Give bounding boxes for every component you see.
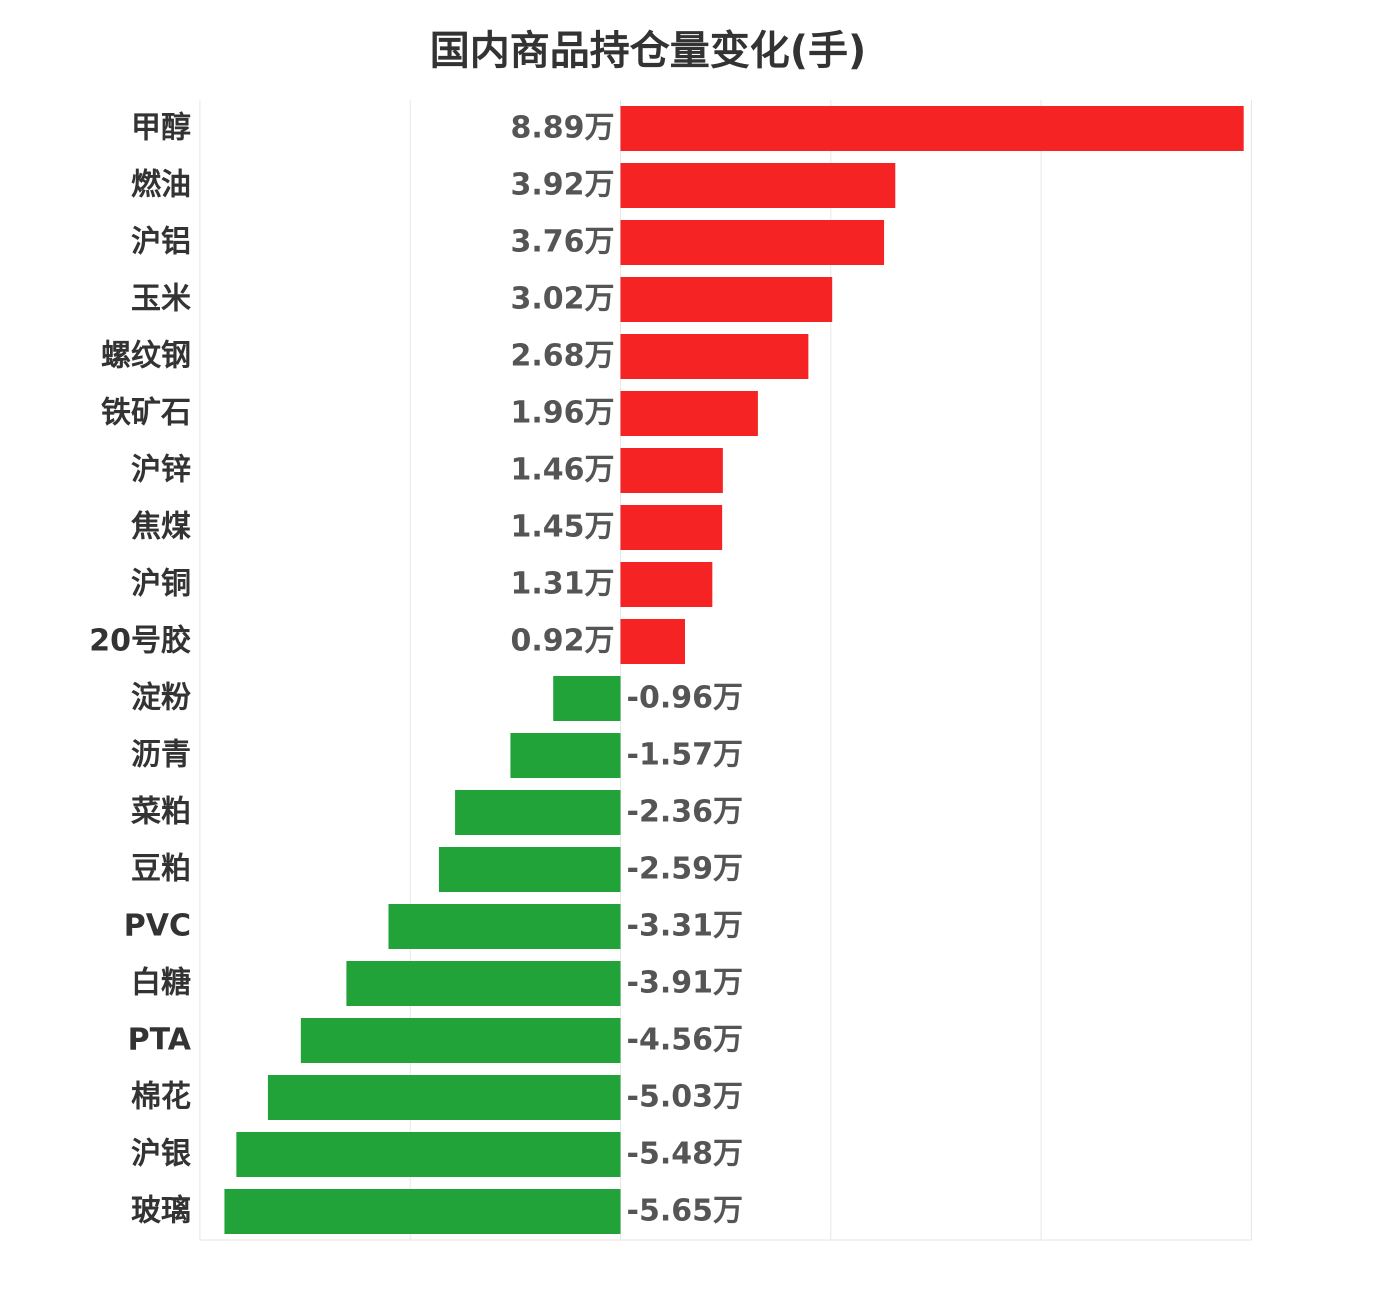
- value-label: -2.59万: [627, 852, 743, 887]
- value-label: -0.96万: [627, 681, 743, 716]
- category-label: 20号胶: [89, 624, 191, 659]
- bar-6: [620, 448, 723, 493]
- bar-18: [236, 1132, 621, 1177]
- value-label: 1.96万: [510, 396, 614, 431]
- bar-2: [620, 220, 885, 265]
- category-label: 菜粕: [131, 795, 191, 830]
- category-label: 玉米: [131, 282, 191, 317]
- value-label: -4.56万: [627, 1023, 743, 1058]
- category-label: 豆粕: [131, 852, 191, 887]
- bar-10: [553, 676, 621, 721]
- category-label: 棉花: [131, 1080, 191, 1115]
- value-label: 3.92万: [510, 168, 614, 203]
- bar-4: [620, 334, 809, 379]
- category-label: 铁矿石: [101, 396, 191, 431]
- value-label: -1.57万: [627, 738, 743, 773]
- bar-5: [620, 391, 758, 436]
- bar-12: [455, 790, 621, 835]
- bar-16: [300, 1018, 621, 1063]
- value-label: -3.91万: [627, 966, 743, 1001]
- bar-9: [620, 619, 685, 664]
- category-label: 甲醇: [131, 111, 191, 146]
- value-label: 3.02万: [510, 282, 614, 317]
- category-label: 淀粉: [131, 681, 191, 716]
- value-label: 0.92万: [510, 624, 614, 659]
- bar-11: [510, 733, 621, 778]
- bar-17: [267, 1075, 621, 1120]
- category-label: 沪银: [131, 1137, 191, 1172]
- category-label: 沪铜: [131, 567, 191, 602]
- chart-title: 国内商品持仓量变化(手): [429, 28, 867, 74]
- value-label: 8.89万: [510, 111, 614, 146]
- bars: [224, 106, 1244, 1234]
- category-label: 燃油: [131, 168, 191, 203]
- bar-14: [388, 904, 621, 949]
- bar-13: [438, 847, 621, 892]
- bar-0: [620, 106, 1244, 151]
- category-label: PTA: [128, 1023, 192, 1058]
- value-label: -5.48万: [627, 1137, 743, 1172]
- bar-7: [620, 505, 723, 550]
- value-label: -3.31万: [627, 909, 743, 944]
- category-label: PVC: [124, 909, 191, 944]
- value-label: 3.76万: [510, 225, 614, 260]
- category-label: 沪锌: [131, 453, 191, 488]
- value-label: 1.45万: [510, 510, 614, 545]
- value-label: -2.36万: [627, 795, 743, 830]
- value-label: -5.65万: [627, 1194, 743, 1229]
- category-label: 焦煤: [131, 510, 191, 545]
- bar-1: [620, 163, 896, 208]
- value-label: 1.31万: [510, 567, 614, 602]
- bar-8: [620, 562, 713, 607]
- value-label: 1.46万: [510, 453, 614, 488]
- category-label: 沥青: [131, 738, 191, 773]
- category-label: 白糖: [131, 966, 191, 1001]
- value-label: -5.03万: [627, 1080, 743, 1115]
- category-label: 玻璃: [131, 1194, 191, 1229]
- grid-lines: [199, 100, 1252, 1241]
- bar-19: [224, 1189, 621, 1234]
- value-label: 2.68万: [510, 339, 614, 374]
- category-label: 螺纹钢: [101, 339, 191, 374]
- bar-3: [620, 277, 833, 322]
- bar-15: [346, 961, 621, 1006]
- category-label: 沪铝: [131, 225, 191, 260]
